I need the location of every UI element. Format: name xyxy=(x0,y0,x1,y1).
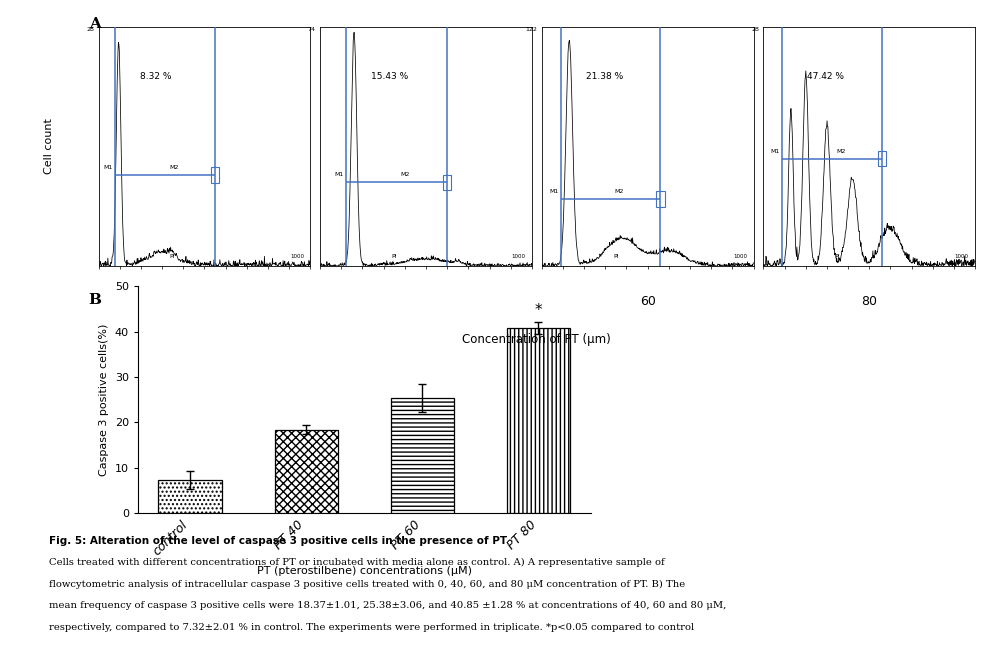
Bar xyxy=(211,168,220,183)
Bar xyxy=(275,430,338,513)
Text: PI: PI xyxy=(169,254,175,259)
Text: 60: 60 xyxy=(639,295,656,308)
Text: mean frequency of caspase 3 positive cells were 18.37±1.01, 25.38±3.06, and 40.8: mean frequency of caspase 3 positive cel… xyxy=(49,601,727,611)
X-axis label: PT (pterostilbene) concentrations (μM): PT (pterostilbene) concentrations (μM) xyxy=(257,566,472,576)
Text: Fig. 5: Alteration of the level of caspase 3 positive cells in the presence of P: Fig. 5: Alteration of the level of caspa… xyxy=(49,536,507,546)
Bar xyxy=(159,480,223,513)
Text: M1: M1 xyxy=(103,165,113,170)
Text: M1: M1 xyxy=(771,149,780,154)
Text: 21.38 %: 21.38 % xyxy=(586,73,623,81)
Text: PI: PI xyxy=(391,254,397,259)
Text: 74: 74 xyxy=(308,27,316,32)
Text: M1: M1 xyxy=(550,189,558,194)
Text: M2: M2 xyxy=(169,165,179,170)
Text: PI: PI xyxy=(834,254,840,259)
Text: Cell count: Cell count xyxy=(44,119,54,174)
Bar xyxy=(443,174,451,190)
Text: respectively, compared to 7.32±2.01 % in control. The experiments were performed: respectively, compared to 7.32±2.01 % in… xyxy=(49,623,694,633)
Text: 15.43 %: 15.43 % xyxy=(371,73,408,81)
Text: 122: 122 xyxy=(526,27,538,32)
Bar xyxy=(506,328,570,513)
Text: M1: M1 xyxy=(334,172,343,178)
Y-axis label: Caspase 3 positive cells(%): Caspase 3 positive cells(%) xyxy=(99,324,109,476)
Text: 1000: 1000 xyxy=(511,254,526,259)
Text: M2: M2 xyxy=(401,172,410,178)
Bar xyxy=(656,192,665,207)
Text: 47.42 %: 47.42 % xyxy=(808,73,844,81)
Text: 1000: 1000 xyxy=(290,254,304,259)
Text: B: B xyxy=(89,293,101,307)
Text: M2: M2 xyxy=(836,149,846,154)
Text: Concentration of PT (μm): Concentration of PT (μm) xyxy=(462,333,612,346)
Text: Cells treated with different concentrations of PT or incubated with media alone : Cells treated with different concentrati… xyxy=(49,557,665,567)
Text: PI: PI xyxy=(613,254,619,259)
Text: 1000: 1000 xyxy=(954,254,969,259)
Text: *: * xyxy=(535,304,543,318)
Text: 0: 0 xyxy=(200,295,209,308)
Text: M2: M2 xyxy=(615,189,624,194)
Text: 8.32 %: 8.32 % xyxy=(140,73,171,81)
Text: A: A xyxy=(89,17,100,31)
Text: 28: 28 xyxy=(752,27,759,32)
Text: 28: 28 xyxy=(87,27,95,32)
Text: 40: 40 xyxy=(418,295,434,308)
Bar xyxy=(391,398,454,513)
Text: 80: 80 xyxy=(861,295,878,308)
Text: 1000: 1000 xyxy=(733,254,748,259)
Bar xyxy=(878,151,886,166)
Text: flowcytometric analysis of intracellular caspase 3 positive cells treated with 0: flowcytometric analysis of intracellular… xyxy=(49,579,686,589)
